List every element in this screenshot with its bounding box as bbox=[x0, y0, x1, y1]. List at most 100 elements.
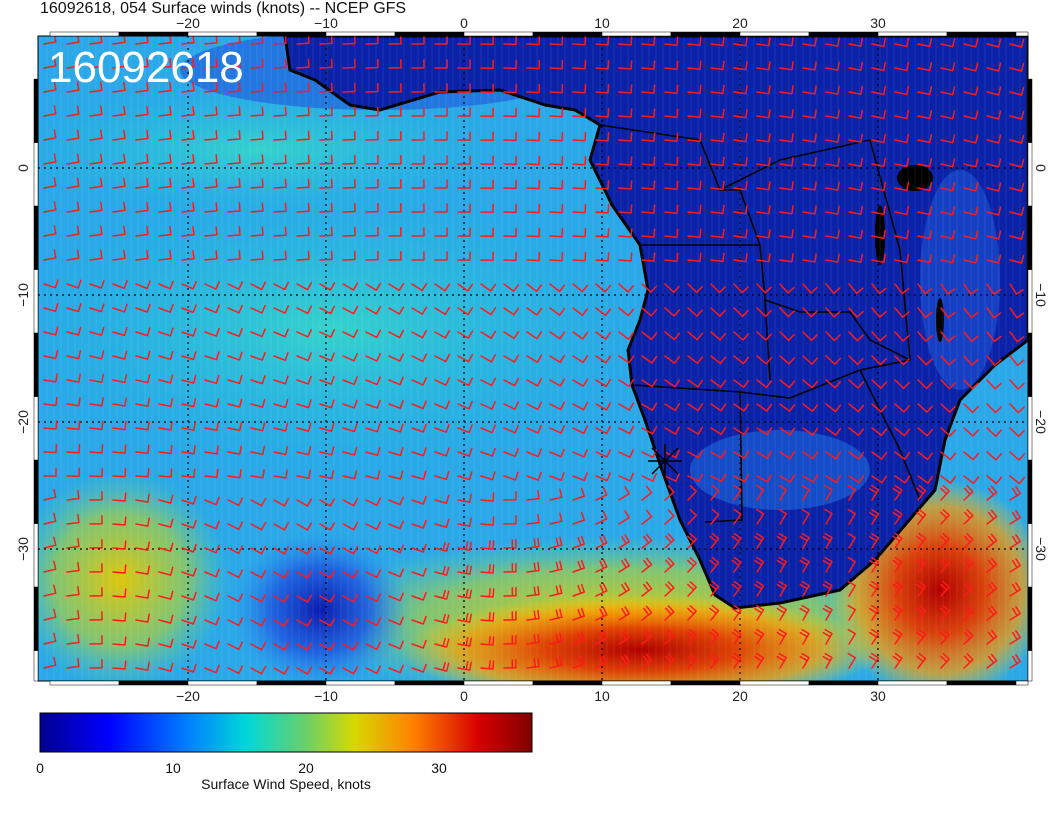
wind-barb bbox=[43, 536, 57, 549]
wind-barb bbox=[342, 106, 356, 117]
wind-barb bbox=[802, 307, 818, 318]
wind-barb bbox=[89, 57, 103, 69]
wind-barb bbox=[66, 129, 80, 141]
wind-barb bbox=[112, 57, 126, 69]
wind-barb bbox=[986, 379, 1002, 390]
wind-barb bbox=[181, 468, 196, 478]
wind-barb bbox=[388, 83, 402, 93]
wind-barb bbox=[731, 580, 742, 597]
wind-barb bbox=[181, 81, 195, 93]
wind-barb bbox=[480, 107, 494, 117]
wind-barb bbox=[869, 652, 880, 669]
wind-barb bbox=[296, 594, 313, 603]
wind-barb bbox=[227, 178, 241, 189]
wind-barb bbox=[776, 628, 787, 645]
wind-barb bbox=[365, 306, 382, 315]
wind-barb bbox=[250, 398, 266, 408]
wind-barb bbox=[319, 618, 336, 627]
longitude-tick-label: −10 bbox=[314, 688, 338, 704]
wind-barb bbox=[365, 329, 382, 339]
wind-barb bbox=[802, 157, 817, 167]
wind-barb bbox=[204, 226, 218, 237]
wind-barb bbox=[66, 609, 80, 621]
wind-barb bbox=[434, 306, 451, 316]
wind-barb bbox=[894, 451, 911, 460]
wind-barb bbox=[894, 355, 910, 366]
wind-barb bbox=[411, 306, 428, 315]
wind-barb bbox=[756, 484, 765, 501]
scale-bar-segment bbox=[532, 680, 603, 686]
wind-barb bbox=[595, 60, 610, 70]
wind-barb bbox=[411, 227, 425, 237]
wind-barb bbox=[595, 534, 608, 549]
wind-barb bbox=[1009, 606, 1021, 621]
wind-barb bbox=[779, 133, 794, 143]
scale-bar-segment bbox=[1015, 680, 1029, 686]
wind-barb bbox=[733, 252, 748, 263]
wind-barb bbox=[250, 641, 267, 651]
wind-barb bbox=[434, 203, 448, 213]
wind-barb bbox=[549, 472, 565, 482]
wind-barb bbox=[503, 227, 517, 238]
wind-barb bbox=[181, 225, 195, 237]
wind-barb bbox=[869, 508, 880, 525]
wind-barb bbox=[66, 177, 80, 189]
wind-barb bbox=[250, 304, 266, 314]
wind-barb bbox=[709, 604, 720, 621]
wind-barb bbox=[986, 38, 1002, 48]
wind-barb bbox=[434, 330, 451, 339]
wind-barb bbox=[296, 226, 310, 237]
wind-barb bbox=[892, 484, 903, 501]
wind-barb bbox=[871, 475, 888, 484]
wind-barb bbox=[227, 82, 241, 93]
wind-barb bbox=[457, 353, 474, 363]
wind-barb bbox=[250, 665, 267, 675]
wind-barb bbox=[503, 307, 520, 316]
wind-barb bbox=[296, 154, 310, 165]
wind-barb bbox=[572, 227, 587, 238]
wind-barb bbox=[1009, 379, 1025, 390]
wind-barb bbox=[848, 61, 864, 71]
wind-barb bbox=[779, 61, 794, 71]
wind-barb bbox=[687, 485, 697, 501]
wind-barb bbox=[799, 604, 810, 621]
wind-barb bbox=[411, 423, 427, 433]
wind-barb bbox=[503, 203, 517, 214]
wind-barb bbox=[342, 329, 359, 338]
wind-barb bbox=[250, 521, 267, 531]
wind-barb bbox=[66, 279, 82, 289]
wind-barb bbox=[158, 201, 172, 213]
wind-barb bbox=[296, 399, 312, 409]
wind-barb bbox=[664, 331, 681, 341]
wind-barb bbox=[802, 355, 819, 365]
wind-barb bbox=[342, 154, 356, 165]
wind-barb bbox=[572, 535, 586, 549]
wind-barb bbox=[43, 302, 59, 313]
wind-barb bbox=[112, 280, 128, 290]
wind-barb bbox=[917, 451, 934, 461]
wind-barb bbox=[112, 303, 128, 313]
wind-barb bbox=[664, 132, 679, 142]
wind-barb bbox=[549, 307, 566, 316]
wind-barb bbox=[940, 254, 956, 264]
wind-barb bbox=[434, 227, 448, 237]
wind-barb bbox=[296, 352, 312, 362]
wind-barb bbox=[709, 652, 720, 669]
wind-barb bbox=[112, 397, 127, 407]
wind-barb bbox=[89, 635, 103, 645]
wind-barb bbox=[572, 155, 587, 166]
wind-barb bbox=[618, 252, 633, 262]
wind-barb bbox=[848, 355, 864, 366]
wind-barb bbox=[319, 154, 333, 165]
wind-barb bbox=[503, 539, 517, 549]
wind-barb bbox=[319, 305, 336, 315]
wind-barb bbox=[986, 485, 998, 501]
colorbar-tick: 10 bbox=[165, 760, 181, 776]
wind-barb bbox=[595, 108, 610, 118]
wind-barb bbox=[595, 630, 608, 645]
wind-barb bbox=[434, 179, 448, 189]
wind-barb bbox=[618, 402, 635, 411]
wind-barb bbox=[825, 331, 841, 342]
wind-barb bbox=[273, 250, 287, 261]
